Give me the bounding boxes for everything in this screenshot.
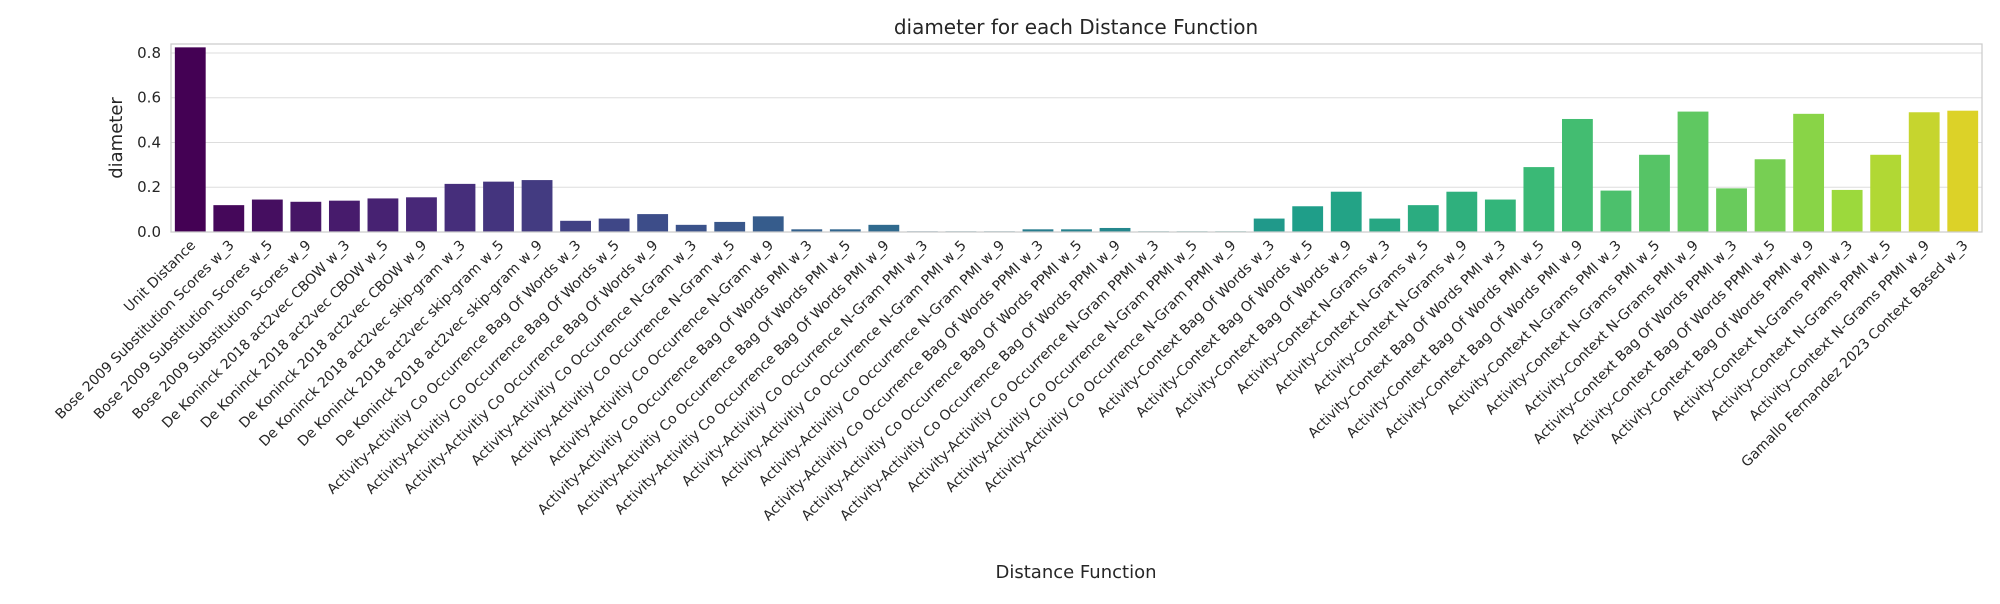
bar [752,216,784,232]
bar [367,198,399,232]
plot-frame [170,43,1983,233]
y-tick-label: 0.8 [137,44,161,62]
y-tick-label: 0.6 [137,89,161,107]
bar [1908,112,1940,232]
bar [560,220,591,232]
x-axis-label: Distance Function [996,562,1157,583]
y-tick-labels: 0.0 0.2 0.4 0.6 0.8 [137,44,161,241]
bar [406,197,437,232]
bar [1484,199,1516,232]
bar [290,201,322,232]
bar [521,180,553,232]
bar [829,229,861,232]
bar [1369,218,1401,232]
bar [598,218,630,232]
bar [1022,229,1054,232]
bar [483,181,514,232]
x-tick-label: Activity-Context Bag Of Words w_3 [1095,238,1278,421]
bar [1600,190,1632,232]
bar [1253,218,1285,232]
bar [1061,229,1092,232]
x-tick-label: Activity-Context Bag Of Words w_9 [1172,238,1355,421]
bar [714,221,746,232]
bar [868,224,900,232]
x-tick-label: Activity-Activitiy Co Occurrence N-Gram … [904,238,1162,496]
x-tick-label: Activity-Activitiy Co Occurrence N-Gram … [981,238,1239,496]
bar [1562,118,1593,232]
bar [637,214,669,232]
bar [1947,110,1979,232]
bar [1870,154,1902,232]
x-tick-label: Activity-Context Bag Of Words w_5 [1133,238,1316,421]
y-axis-label: diameter [106,97,127,179]
bar [1716,188,1747,232]
x-tick-label: Activity-Activitiy Co Occurrence N-Gram … [943,238,1201,496]
bars [174,47,1979,232]
bar [251,199,283,232]
bar [675,224,707,232]
bar [1446,191,1478,232]
bar [1407,205,1439,232]
bar [791,229,823,232]
bar [1099,227,1131,232]
x-tick-label: Activity-Context N-Grams PPMI w_9 [1746,238,1933,425]
bar [174,47,206,232]
bar [444,183,476,232]
bar [213,205,245,232]
bar [1292,206,1324,232]
y-tick-label: 0.4 [137,133,161,151]
bar [1330,191,1362,232]
plot-background [171,44,1982,232]
y-tick-label: 0.2 [137,178,161,196]
bar [1523,167,1555,232]
bar [1639,154,1670,232]
bar [328,200,360,232]
bar [1831,189,1863,232]
y-tick-label: 0.0 [137,223,161,241]
bar [1793,113,1825,232]
bar [1677,111,1709,232]
bar [1754,159,1786,232]
chart-title: diameter for each Distance Function [894,15,1258,39]
